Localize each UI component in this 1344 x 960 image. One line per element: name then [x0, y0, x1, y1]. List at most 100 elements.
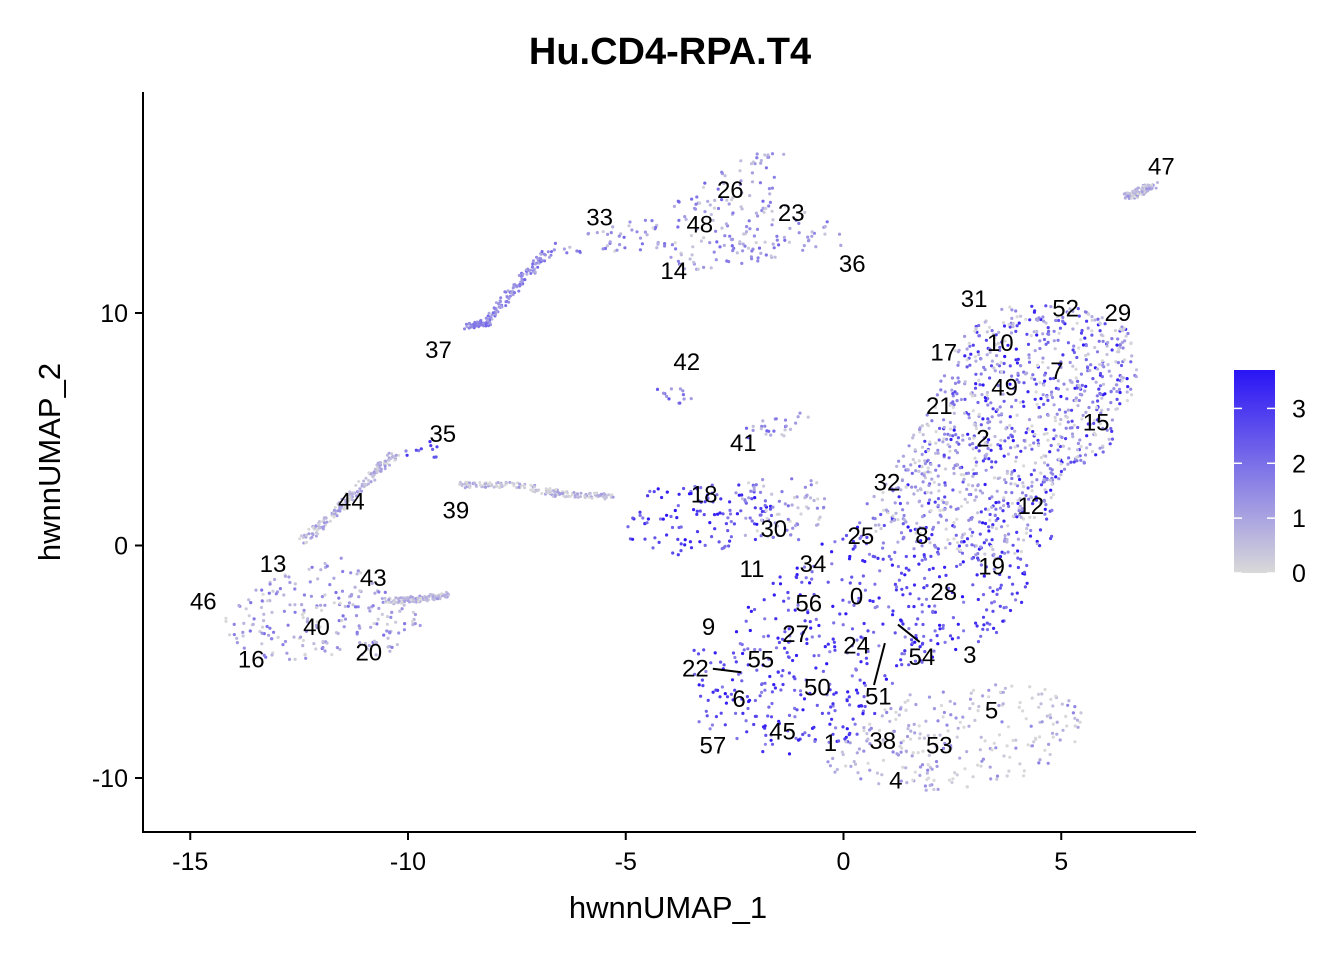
cell-point — [763, 681, 767, 685]
cell-point — [992, 552, 996, 557]
x-ticks: -15 -10 -5 0 5 — [172, 832, 1068, 876]
cell-point — [991, 523, 995, 527]
cell-point — [1008, 305, 1012, 309]
cell-point — [1118, 343, 1122, 347]
cell-point — [385, 622, 389, 626]
cell-point — [224, 619, 228, 624]
cell-point — [897, 495, 901, 499]
cell-point — [1075, 386, 1079, 390]
cell-point — [391, 454, 395, 458]
cell-point — [961, 438, 965, 442]
cell-point — [241, 630, 245, 635]
cell-point — [984, 507, 988, 511]
cell-point — [1099, 333, 1103, 337]
cell-point — [755, 529, 759, 533]
cell-point — [631, 516, 635, 520]
cell-point — [1018, 477, 1022, 482]
cell-point — [1088, 368, 1092, 373]
cell-point — [319, 568, 323, 572]
cell-point — [963, 411, 967, 415]
cell-point — [863, 704, 867, 709]
cell-point — [942, 453, 946, 457]
cell-point — [1106, 340, 1110, 345]
cell-point — [951, 405, 956, 409]
cell-point — [1021, 709, 1025, 713]
cell-point — [387, 598, 391, 602]
cell-point — [335, 646, 339, 650]
cell-point — [1027, 360, 1032, 364]
cell-point — [1134, 368, 1139, 372]
cell-point — [505, 481, 509, 485]
cell-point — [362, 479, 366, 483]
cell-point — [976, 597, 980, 602]
cell-point — [899, 531, 904, 535]
cell-point — [311, 533, 315, 537]
cell-point — [720, 226, 724, 230]
cell-point — [968, 344, 972, 348]
cell-point — [1116, 361, 1120, 365]
cell-point — [865, 662, 869, 666]
cell-point — [1007, 769, 1011, 773]
cell-point — [956, 436, 961, 440]
cell-point — [1076, 404, 1080, 408]
cell-point — [1029, 473, 1033, 477]
cell-point — [967, 724, 971, 728]
cell-point — [1034, 737, 1038, 741]
cell-point — [1066, 311, 1070, 315]
cell-point — [961, 715, 965, 719]
cell-point — [522, 483, 526, 487]
cell-point — [492, 485, 496, 489]
cell-point — [1002, 335, 1006, 339]
cell-point — [971, 702, 975, 706]
cell-point — [994, 333, 998, 337]
cell-point — [947, 748, 951, 752]
cell-point — [994, 746, 998, 750]
cell-point — [734, 711, 738, 716]
cell-point — [328, 583, 332, 587]
cell-point — [1140, 190, 1144, 194]
cell-point — [1021, 481, 1025, 485]
cell-point — [988, 586, 992, 590]
cell-point — [987, 325, 992, 329]
cell-point — [998, 572, 1002, 577]
cell-point — [1023, 585, 1027, 589]
cell-point — [982, 436, 986, 440]
cell-point — [995, 408, 999, 412]
cell-point — [670, 243, 675, 247]
cell-point — [332, 508, 336, 512]
cell-point — [1048, 713, 1052, 717]
cell-point — [994, 630, 999, 635]
cell-point — [609, 494, 613, 498]
cell-point — [473, 324, 477, 328]
cell-point — [1105, 344, 1109, 348]
cluster-label-0: 0 — [850, 584, 863, 611]
cell-point — [750, 257, 754, 261]
cell-point — [706, 698, 710, 703]
cell-point — [387, 601, 391, 604]
cell-point — [1005, 774, 1009, 778]
cell-point — [906, 501, 910, 505]
cell-point — [1096, 317, 1100, 321]
cell-point — [247, 614, 251, 618]
cell-point — [692, 508, 696, 512]
cell-point — [1077, 314, 1081, 318]
cell-point — [309, 594, 313, 598]
cell-point — [1061, 320, 1065, 324]
cell-point — [484, 316, 488, 320]
cell-point — [996, 476, 1000, 481]
cell-point — [806, 415, 810, 419]
cell-point — [698, 201, 702, 205]
cell-point — [713, 651, 717, 655]
cell-point — [796, 506, 800, 510]
cell-point — [1075, 718, 1080, 722]
cell-point — [882, 523, 886, 528]
cell-point — [1126, 194, 1130, 198]
cell-point — [1065, 387, 1069, 391]
cell-point — [790, 477, 794, 481]
cell-point — [1057, 331, 1061, 335]
cell-point — [942, 500, 946, 505]
cell-point — [974, 460, 979, 464]
cell-point — [954, 716, 958, 720]
cell-point — [840, 578, 844, 582]
